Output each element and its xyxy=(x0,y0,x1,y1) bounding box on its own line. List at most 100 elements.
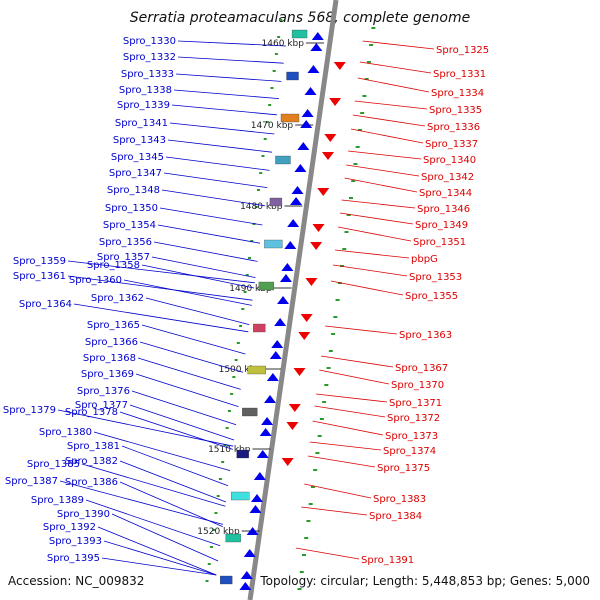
gene-label-text: Spro_1347 xyxy=(109,168,162,179)
left-gene-label: Spro_1385 xyxy=(27,459,226,507)
gene-arrow-forward xyxy=(294,164,307,172)
leader-line xyxy=(93,431,231,471)
leader-line xyxy=(131,390,237,426)
left-gene-label: Spro_1381 xyxy=(67,441,229,487)
genome-summary: Topology: circular; Length: 5,448,853 bp… xyxy=(260,574,590,588)
gene-label-text: Spro_1391 xyxy=(361,555,414,566)
gene-label-text: Spro_1390 xyxy=(57,509,110,520)
left-gene-label: Spro_1389 xyxy=(31,495,221,547)
left-gene-label: Spro_1333 xyxy=(121,69,282,82)
left-gene-label: Spro_1395 xyxy=(47,553,217,576)
gene-arrow-forward xyxy=(291,186,304,194)
gene-label-text: Spro_1330 xyxy=(123,36,176,47)
gene-block-left xyxy=(264,239,283,249)
right-gene-label: Spro_1334 xyxy=(357,77,484,99)
scale-label: 1520 kbp xyxy=(197,527,240,537)
gene-label-text: Spro_1381 xyxy=(67,441,120,452)
scale-label: 1480 kbp xyxy=(240,202,283,212)
map-title: Serratia proteamaculans 568, complete ge… xyxy=(129,10,471,26)
right-gene-label: Spro_1336 xyxy=(352,114,480,133)
leader-line xyxy=(319,369,390,385)
gene-arrow-forward xyxy=(301,109,314,117)
right-gene-label: Spro_1325 xyxy=(362,40,489,56)
gene-label-text: Spro_1375 xyxy=(377,463,430,474)
left-gene-label: Spro_1339 xyxy=(117,100,277,116)
gene-label-text: Spro_1349 xyxy=(415,220,468,231)
gene-label-text: Spro_1380 xyxy=(39,427,92,438)
gene-label-text: Spro_1350 xyxy=(105,203,158,214)
leader-line xyxy=(330,280,404,296)
leader-line xyxy=(354,100,428,110)
leader-line xyxy=(325,325,398,335)
left-gene-label: Spro_1341 xyxy=(115,118,275,135)
leader-line xyxy=(173,89,280,99)
gene-arrow-forward xyxy=(266,373,279,381)
right-gene-label: Spro_1363 xyxy=(325,325,452,341)
right-gene-label: Spro_1370 xyxy=(319,369,444,391)
gene-block-left xyxy=(291,29,308,39)
gene-label-text: Spro_1356 xyxy=(99,237,152,248)
gene-arrow-forward xyxy=(259,428,272,436)
left-gene-label: Spro_1343 xyxy=(113,135,273,153)
leader-line xyxy=(123,279,252,306)
gene-arrow-forward xyxy=(261,417,274,425)
gene-label-text: Spro_1393 xyxy=(49,536,102,547)
left-gene-label: Spro_1393 xyxy=(49,536,217,576)
gene-arrow-forward xyxy=(297,142,310,150)
right-gene-label: Spro_1367 xyxy=(321,355,448,374)
gene-arrow-forward xyxy=(274,318,287,326)
left-gene-label: Spro_1360 xyxy=(69,275,252,306)
left-gene-label: Spro_1380 xyxy=(39,427,231,471)
gene-block-left xyxy=(253,323,266,333)
gene-label-text: Spro_1365 xyxy=(87,320,140,331)
leader-line xyxy=(321,355,394,368)
right-gene-label: Spro_1384 xyxy=(301,506,422,522)
gene-label-text: Spro_1338 xyxy=(119,85,172,96)
gene-arrow-reverse xyxy=(288,404,301,412)
gene-label-text: Spro_1378 xyxy=(65,407,118,418)
left-gene-label: Spro_1348 xyxy=(107,185,265,207)
gene-label-text: Spro_1369 xyxy=(81,369,134,380)
left-gene-label: Spro_1376 xyxy=(77,386,237,426)
gene-label-text: Spro_1372 xyxy=(387,413,440,424)
gene-arrow-reverse xyxy=(305,278,318,286)
gene-label-text: Spro_1357 xyxy=(97,252,150,263)
leader-line xyxy=(85,499,221,547)
leader-line xyxy=(352,114,426,127)
gene-block-left xyxy=(225,533,241,543)
gene-block-left xyxy=(247,365,266,375)
gene-label-text: Spro_1325 xyxy=(436,45,489,56)
gene-label-text: Spro_1367 xyxy=(395,363,448,374)
gene-label-text: Spro_1384 xyxy=(369,511,422,522)
gene-label-text: Spro_1341 xyxy=(115,118,168,129)
right-gene-label: Spro_1344 xyxy=(344,177,472,199)
leader-line xyxy=(362,40,435,50)
left-gene-label: Spro_1350 xyxy=(105,203,263,226)
gene-arrow-reverse xyxy=(298,332,311,340)
gene-label-text: Spro_1361 xyxy=(13,271,66,282)
right-gene-label: Spro_1349 xyxy=(339,212,468,231)
gene-arrow-reverse xyxy=(321,152,334,160)
gene-label-text: Spro_1362 xyxy=(91,293,144,304)
gene-arrow-forward xyxy=(250,494,263,502)
left-gene-label: Spro_1347 xyxy=(109,168,268,188)
leader-line xyxy=(165,156,270,171)
gene-arrow-forward xyxy=(281,263,294,271)
genome-backbone xyxy=(247,0,339,600)
gene-arrow-reverse xyxy=(286,422,299,430)
gene-label-text: Spro_1355 xyxy=(405,291,458,302)
gene-arrow-forward xyxy=(304,87,317,95)
gene-label-text: Spro_1359 xyxy=(13,256,66,267)
gene-arrow-forward xyxy=(240,571,253,579)
gene-arrow-forward xyxy=(300,120,313,128)
right-gene-label: Spro_1371 xyxy=(316,393,442,409)
gene-label-text: pbpG xyxy=(411,254,438,265)
left-gene-label: Spro_1338 xyxy=(119,85,280,99)
leader-line xyxy=(141,264,255,289)
left-gene-label: Spro_1365 xyxy=(87,320,246,355)
gene-label-text: Spro_1374 xyxy=(383,446,436,457)
gene-label-text: Spro_1379 xyxy=(3,405,56,416)
gene-arrow-forward xyxy=(284,241,297,249)
gene-arrow-forward xyxy=(279,274,292,282)
left-gene-label: Spro_1364 xyxy=(19,299,249,333)
